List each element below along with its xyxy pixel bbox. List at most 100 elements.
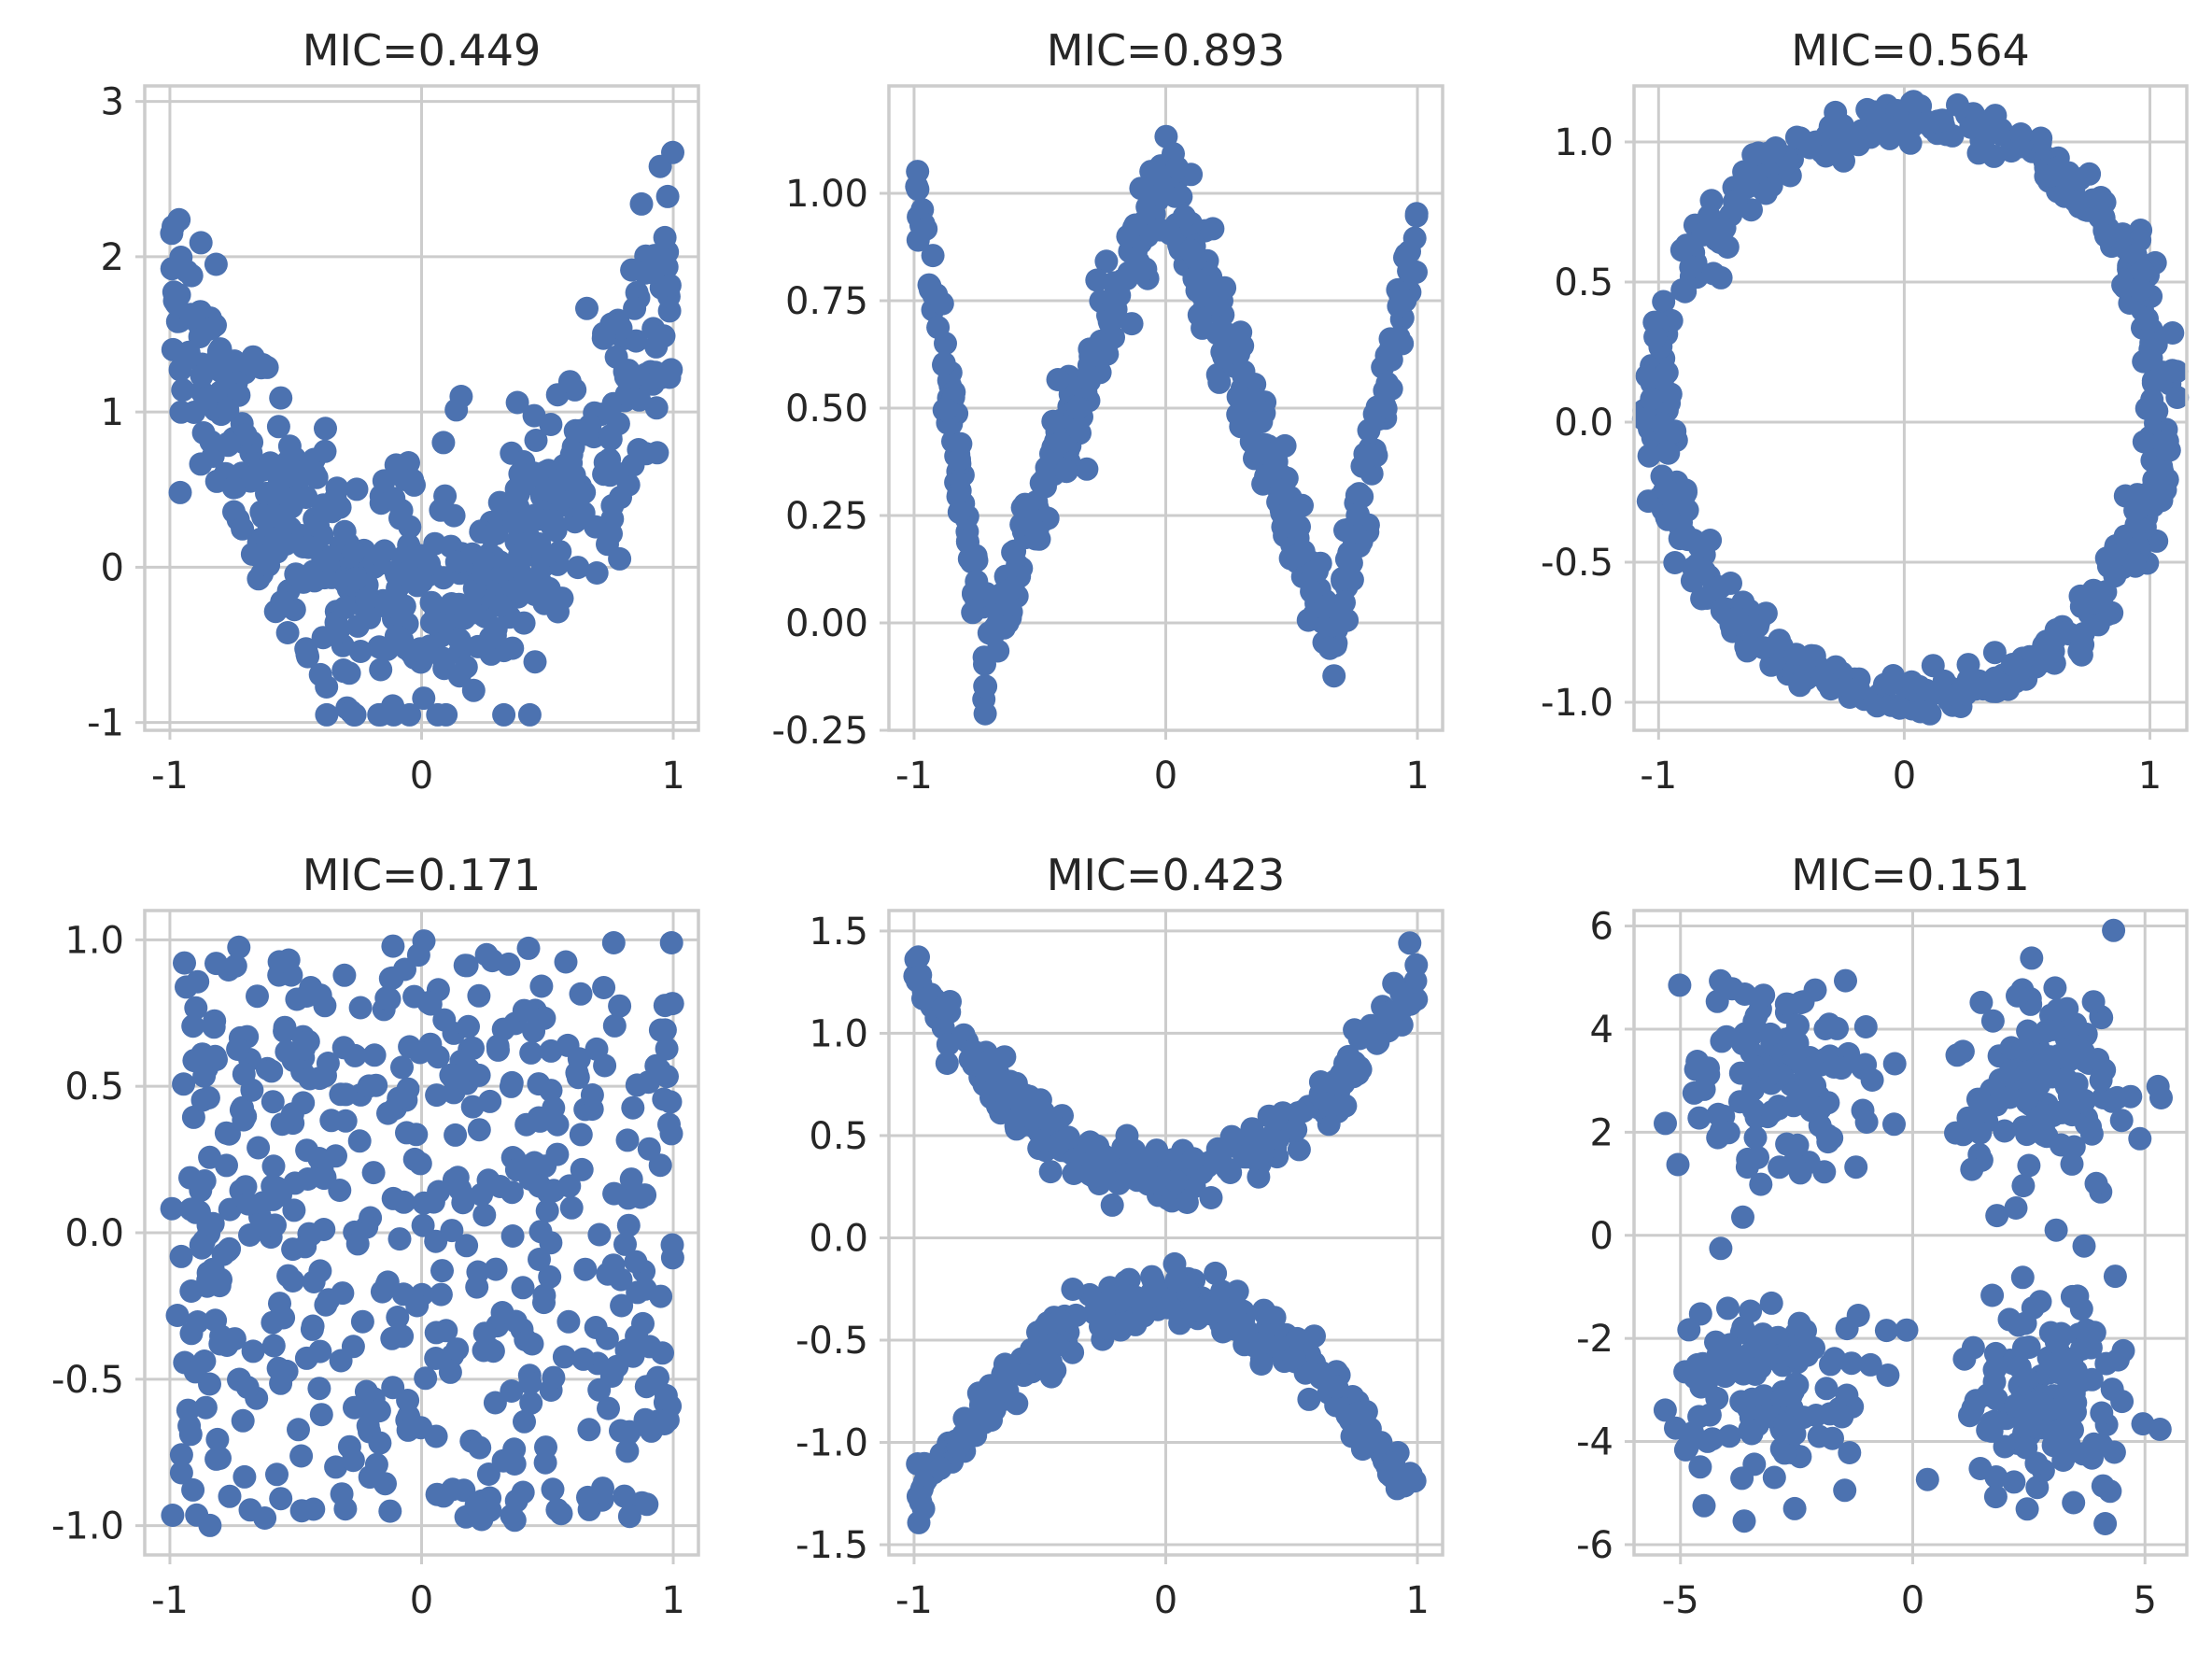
scatter-point: [386, 1306, 410, 1329]
y-tick-label: 0.00: [785, 602, 868, 645]
scatter-point: [1287, 1137, 1311, 1162]
scatter-point: [1312, 595, 1336, 619]
scatter-point: [2008, 1355, 2032, 1379]
scatter-point: [514, 531, 539, 556]
scatter-point: [1716, 1296, 1740, 1321]
scatter-point: [1120, 312, 1144, 336]
scatter-point: [2093, 1512, 2118, 1535]
scatter-point: [2131, 260, 2155, 284]
scatter-point: [655, 1065, 679, 1089]
y-tick-label: 0.25: [785, 495, 868, 538]
scatter-point: [275, 1039, 299, 1064]
scatter-point: [947, 500, 971, 524]
x-tick-label: 1: [1405, 755, 1429, 798]
scatter-point: [1156, 1295, 1180, 1320]
scatter-point: [1404, 953, 1429, 977]
x-tick-label: -1: [151, 755, 189, 798]
scatter-point: [1982, 641, 2007, 665]
scatter-point: [2061, 1418, 2084, 1442]
scatter-point: [545, 1498, 570, 1522]
scatter-point: [331, 1281, 355, 1306]
scatter-point: [1286, 544, 1310, 568]
scatter-point: [629, 191, 654, 216]
scatter-point: [1993, 1434, 2017, 1459]
scatter-point: [661, 140, 684, 164]
x-tick-label: -1: [1640, 755, 1677, 798]
scatter-point: [512, 611, 536, 635]
scatter-point: [1901, 90, 1925, 114]
scatter-point: [303, 461, 327, 486]
scatter-point: [975, 1050, 999, 1074]
scatter-point: [1749, 1172, 1773, 1196]
scatter-point: [653, 994, 677, 1018]
scatter-point: [381, 934, 405, 958]
scatter-point: [2091, 1474, 2115, 1498]
scatter-point: [566, 556, 590, 580]
scatter-point: [1378, 338, 1402, 362]
scatter-point: [1698, 1403, 1722, 1427]
scatter-point: [430, 1259, 454, 1283]
scatter-point: [190, 364, 214, 388]
scatter-point: [1011, 1363, 1036, 1388]
scatter-point: [952, 1406, 977, 1431]
scatter-point: [343, 1395, 366, 1420]
scatter-point: [289, 1444, 314, 1468]
scatter-point: [172, 1072, 196, 1096]
scatter-point: [1235, 1144, 1260, 1167]
scatter-point: [1754, 1343, 1778, 1367]
scatter-point: [2086, 1048, 2110, 1071]
scatter-point: [1821, 115, 1845, 139]
scatter-point: [633, 1277, 657, 1301]
scatter-point: [208, 1446, 232, 1470]
scatter-point: [369, 657, 393, 682]
scatter-point: [2081, 990, 2106, 1014]
y-tick-label: -6: [1576, 1524, 1613, 1567]
scatter-point: [1337, 541, 1361, 565]
scatter-point: [1732, 1509, 1756, 1533]
scatter-point: [1687, 1106, 1712, 1130]
scatter-point: [233, 423, 258, 447]
scatter-point: [308, 1339, 332, 1363]
scatter-point: [934, 398, 958, 422]
scatter-point: [523, 650, 547, 674]
scatter-point: [201, 1211, 225, 1236]
scatter-point: [2135, 306, 2159, 331]
scatter-point: [1148, 183, 1172, 207]
scatter-point: [1779, 1384, 1803, 1408]
scatter-point: [465, 1275, 489, 1299]
scatter-point: [1690, 586, 1714, 611]
scatter-point: [202, 1015, 226, 1039]
scatter-point: [423, 531, 447, 556]
scatter-point: [378, 1499, 402, 1523]
scatter-point: [533, 544, 557, 568]
scatter-point: [398, 702, 422, 727]
scatter-point: [931, 996, 955, 1020]
scatter-point: [2059, 1370, 2083, 1394]
scatter-point: [528, 1248, 551, 1271]
scatter-point: [1982, 1409, 2007, 1434]
scatter-point: [460, 1095, 485, 1119]
scatter-point: [1788, 126, 1812, 150]
scatter-point: [1789, 991, 1813, 1015]
scatter-point: [333, 596, 358, 620]
scatter-point: [2041, 1434, 2065, 1458]
scatter-point: [2049, 1325, 2073, 1349]
scatter-point: [374, 595, 399, 619]
scatter-point: [1895, 1318, 1919, 1342]
scatter-point: [502, 1508, 527, 1533]
subplot-3: -1 0 1 -1.0 -0.5 0.0 0.5 1.0 MIC=0.564: [1541, 25, 2190, 798]
scatter-point: [538, 1264, 562, 1289]
scatter-point: [2047, 156, 2071, 179]
scatter-point: [621, 453, 645, 477]
scatter-point: [1358, 443, 1382, 467]
y-tick-label: 0: [101, 546, 124, 589]
scatter-point: [1760, 1099, 1784, 1123]
y-tick-label: 0.0: [809, 1217, 868, 1260]
scatter-point: [422, 610, 446, 634]
scatter-point: [299, 976, 323, 999]
x-tick-label: 0: [1901, 1579, 1924, 1622]
scatter-point: [518, 1371, 542, 1395]
scatter-point: [653, 1391, 677, 1415]
scatter-point: [1666, 1152, 1690, 1177]
scatter-point: [566, 1066, 590, 1090]
